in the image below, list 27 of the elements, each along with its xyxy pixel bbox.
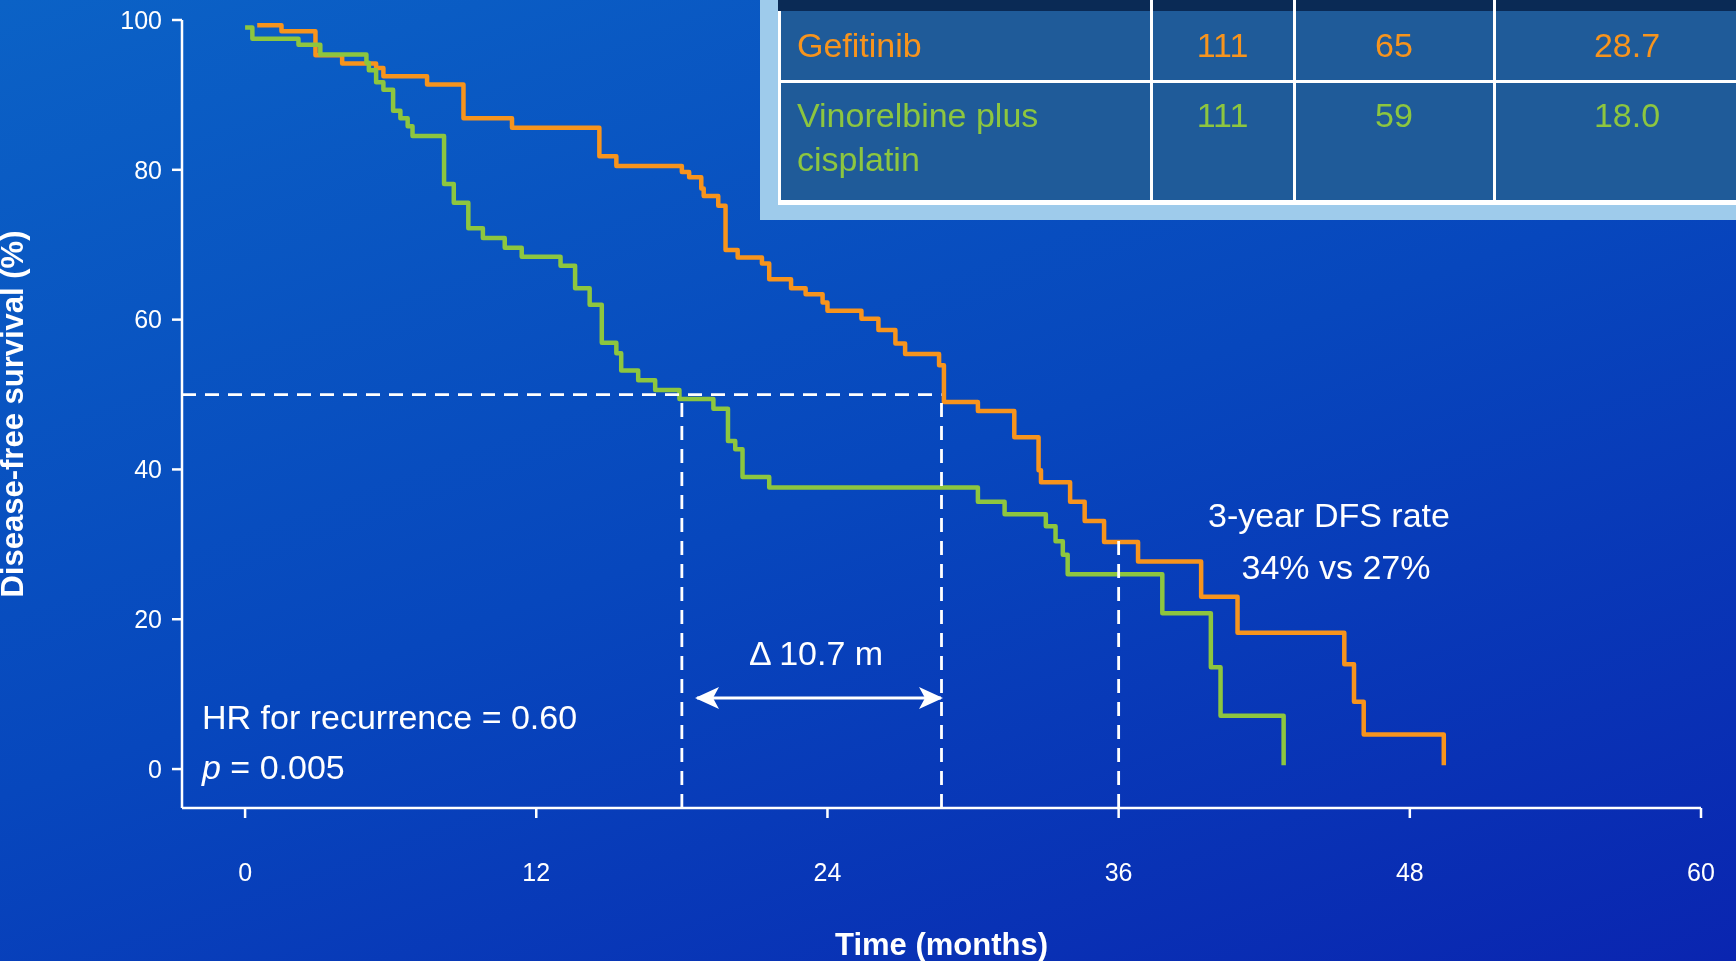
x-tick-label: 60 bbox=[1687, 857, 1715, 886]
annotation: 65 bbox=[1374, 25, 1414, 66]
annotation: 34% vs 27% bbox=[1241, 548, 1431, 586]
y-tick-label: 40 bbox=[134, 455, 162, 484]
y-tick-label: 100 bbox=[120, 5, 162, 34]
x-axis-title: Time (months) bbox=[835, 927, 1048, 961]
y-axis-title: Disease-free survival (%) bbox=[0, 230, 31, 598]
x-tick-label: 12 bbox=[522, 857, 551, 886]
annotation: 18.0 bbox=[1592, 95, 1662, 136]
annotation: p = 0.005 bbox=[202, 748, 345, 786]
annotation: 111 bbox=[1195, 25, 1250, 66]
x-tick-label: 24 bbox=[813, 857, 842, 886]
y-tick-label: 80 bbox=[134, 155, 162, 184]
text: Vinorelbine plus cisplatin bbox=[797, 96, 1039, 179]
annotation: 3-year DFS rate bbox=[1208, 496, 1450, 534]
y-tick-label: 0 bbox=[148, 754, 162, 783]
text: Gefitinib bbox=[797, 26, 922, 64]
x-tick-label: 48 bbox=[1395, 857, 1424, 886]
annotation: 111 bbox=[1195, 95, 1250, 136]
y-tick-label: 60 bbox=[134, 305, 162, 334]
x-tick-label: 36 bbox=[1104, 857, 1133, 886]
annotation: 28.7 bbox=[1592, 25, 1662, 66]
annotation: 59 bbox=[1374, 95, 1414, 136]
annotation: HR for recurrence = 0.60 bbox=[202, 698, 578, 736]
x-tick-label: 0 bbox=[238, 857, 253, 886]
y-tick-label: 20 bbox=[134, 605, 162, 634]
annotation: Δ 10.7 m bbox=[748, 634, 884, 672]
